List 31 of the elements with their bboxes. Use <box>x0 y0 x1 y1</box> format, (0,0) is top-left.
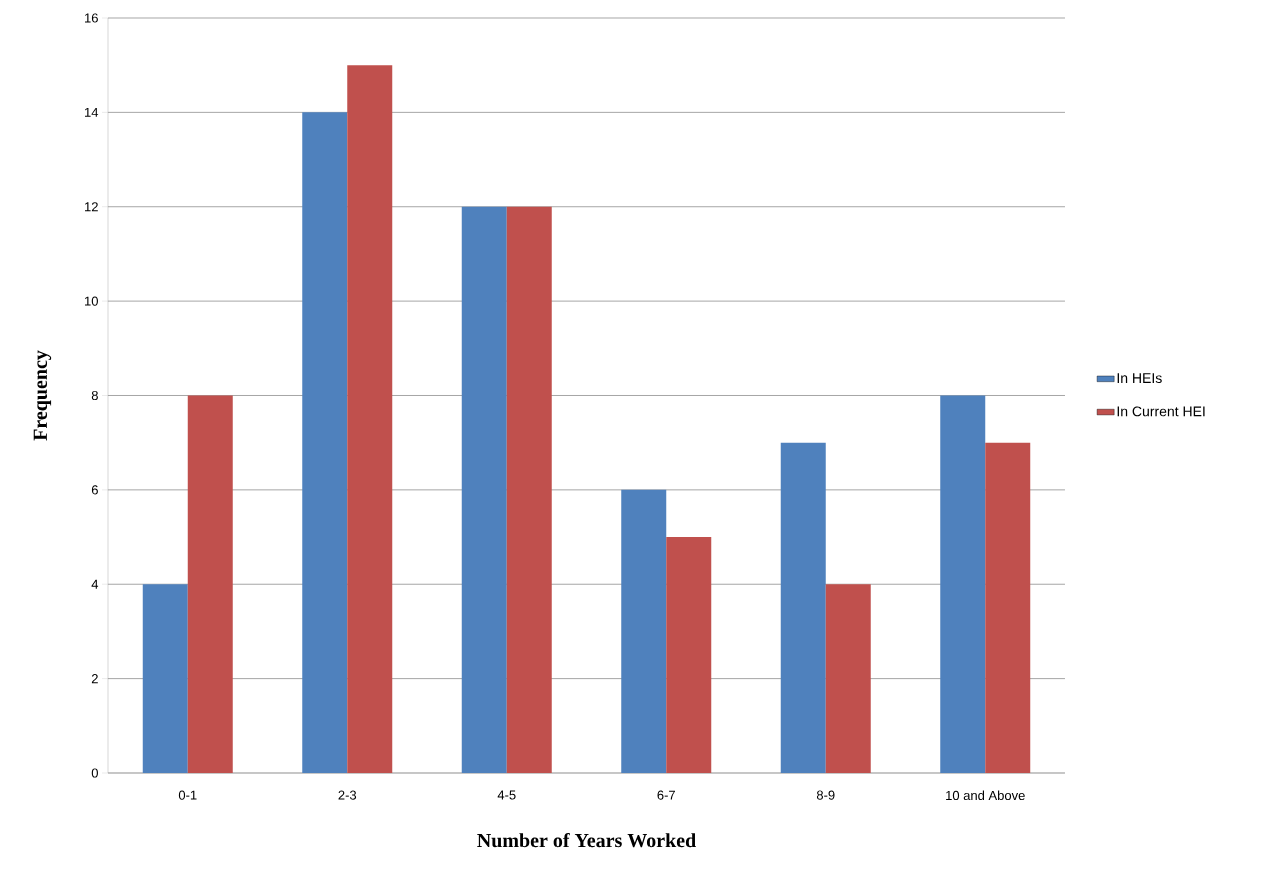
x-tick-label: 4-5 <box>497 790 516 800</box>
x-tick-label: 2-3 <box>338 790 357 800</box>
legend-label: In HEIs <box>1117 373 1162 384</box>
bar <box>461 206 507 773</box>
x-tick-label: 0-1 <box>178 790 197 800</box>
y-axis-title: Frequency <box>33 350 52 441</box>
bar <box>187 395 233 773</box>
bar <box>302 112 348 773</box>
y-tick-label: 16 <box>85 13 98 23</box>
bar <box>347 65 393 773</box>
bar <box>142 584 188 773</box>
bar <box>621 489 667 773</box>
bar <box>780 442 826 773</box>
x-tick-label: 10 and Above <box>946 790 1025 801</box>
bar <box>985 442 1031 773</box>
y-tick-label: 2 <box>91 674 98 684</box>
y-tick-label: 0 <box>91 768 98 778</box>
y-tick-label: 8 <box>91 390 98 401</box>
bar <box>940 395 986 773</box>
x-axis-title: Number of Years Worked <box>477 832 696 848</box>
x-tick-label: 6-7 <box>657 790 675 800</box>
x-tick-label: 8-9 <box>816 790 835 800</box>
bar <box>506 206 552 773</box>
y-tick-label: 4 <box>91 579 99 589</box>
bar <box>666 537 712 773</box>
legend-label: In Current HEI <box>1117 406 1205 417</box>
y-tick-label: 12 <box>85 202 98 212</box>
bar <box>825 584 871 773</box>
y-tick-label: 10 <box>85 296 98 306</box>
y-tick-label: 6 <box>91 485 98 495</box>
y-tick-label: 14 <box>85 107 99 117</box>
